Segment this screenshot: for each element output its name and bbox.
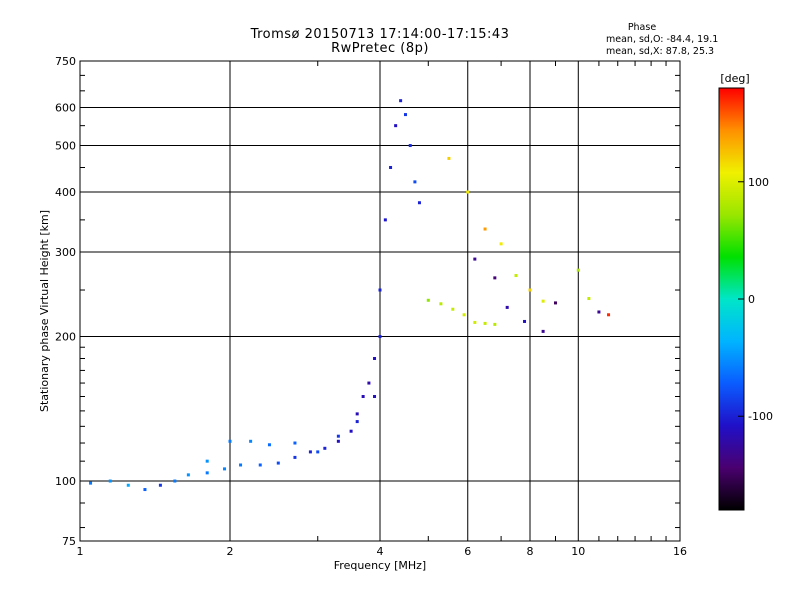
data-point (355, 412, 359, 416)
data-points (89, 99, 611, 492)
data-point (413, 180, 417, 184)
phase-stats-title: Phase (627, 22, 657, 33)
data-point (367, 381, 371, 385)
data-point (466, 190, 470, 194)
data-point (126, 483, 130, 487)
data-point (451, 307, 455, 311)
data-point (267, 443, 271, 447)
data-point (228, 439, 232, 443)
data-point (473, 320, 477, 324)
data-point (239, 463, 243, 467)
data-point (158, 483, 162, 487)
x-axis-ticks: 1 2 4 6 8 10 16 (77, 61, 687, 558)
y-axis-label: Stationary phase Virtual Height [km] (38, 210, 51, 412)
x-tick-label: 1 (77, 545, 84, 558)
data-point (576, 268, 580, 272)
data-point (249, 439, 253, 443)
data-point (408, 144, 412, 148)
data-point (89, 481, 93, 485)
data-point (541, 329, 545, 333)
y-tick-label: 500 (55, 140, 76, 153)
data-point (355, 420, 359, 424)
colorbar-unit-label: [deg] (720, 72, 749, 85)
y-tick-label: 750 (55, 55, 76, 68)
chart-subtitle: RwPretec (8p) (331, 41, 429, 56)
x-tick-label: 2 (227, 545, 234, 558)
data-point (323, 446, 327, 450)
data-point (186, 473, 190, 477)
data-point (316, 450, 320, 454)
data-point (293, 455, 297, 459)
data-point (389, 165, 393, 169)
data-point (336, 434, 340, 438)
plot-frame (79, 60, 681, 542)
data-point (373, 356, 377, 360)
data-point (462, 313, 466, 317)
y-tick-label: 300 (55, 246, 76, 259)
data-point (439, 302, 443, 306)
colorbar-tick-label: -100 (748, 410, 773, 423)
data-point (378, 288, 382, 292)
data-point (493, 322, 497, 326)
x-tick-label: 8 (527, 545, 534, 558)
colorbar-tick-label: 100 (748, 176, 769, 189)
data-point (514, 274, 518, 278)
data-point (308, 450, 312, 454)
data-point (597, 310, 601, 314)
x-tick-label: 4 (377, 545, 384, 558)
data-point (447, 156, 451, 160)
y-tick-label: 400 (55, 186, 76, 199)
data-point (293, 441, 297, 445)
x-tick-label: 6 (464, 545, 471, 558)
data-point (483, 227, 487, 231)
chart-title: Tromsø 20150713 17:14:00-17:15:43 (250, 27, 510, 42)
data-point (505, 305, 509, 309)
y-tick-label: 75 (62, 535, 76, 548)
y-tick-label: 100 (55, 475, 76, 488)
data-point (205, 471, 209, 475)
data-point (607, 313, 611, 317)
data-point (373, 395, 377, 399)
data-point (541, 299, 545, 303)
data-point (173, 479, 177, 483)
data-point (473, 257, 477, 261)
data-point (417, 201, 421, 205)
data-point (378, 335, 382, 339)
data-point (223, 467, 227, 471)
data-point (553, 301, 557, 305)
y-tick-label: 600 (55, 102, 76, 115)
grid-lines (80, 61, 680, 541)
data-point (276, 461, 280, 465)
colorbar-tick-label: 0 (748, 293, 755, 306)
data-point (258, 463, 262, 467)
data-point (383, 218, 387, 222)
phase-stats-x: mean, sd,X: 87.8, 25.3 (606, 46, 715, 57)
y-axis-ticks: 75 100 200 300 400 500 600 750 (55, 55, 680, 548)
x-axis-label: Frequency [MHz] (334, 559, 426, 572)
y-tick-label: 200 (55, 331, 76, 344)
x-tick-label: 10 (571, 545, 585, 558)
data-point (361, 395, 365, 399)
data-point (403, 113, 407, 117)
data-point (394, 124, 398, 128)
colorbar-ticks: 100 0 -100 (738, 176, 773, 423)
data-point (336, 439, 340, 443)
data-point (426, 298, 430, 302)
data-point (523, 319, 527, 323)
data-point (528, 288, 532, 292)
data-point (143, 488, 147, 492)
data-point (499, 242, 503, 246)
phase-stats-o: mean, sd,O: -84.4, 19.1 (606, 34, 719, 45)
data-point (493, 276, 497, 280)
data-point (205, 459, 209, 463)
data-point (399, 99, 403, 103)
x-tick-label: 16 (673, 545, 687, 558)
data-point (483, 321, 487, 325)
data-point (349, 429, 353, 433)
data-point (108, 479, 112, 483)
data-point (587, 297, 591, 301)
